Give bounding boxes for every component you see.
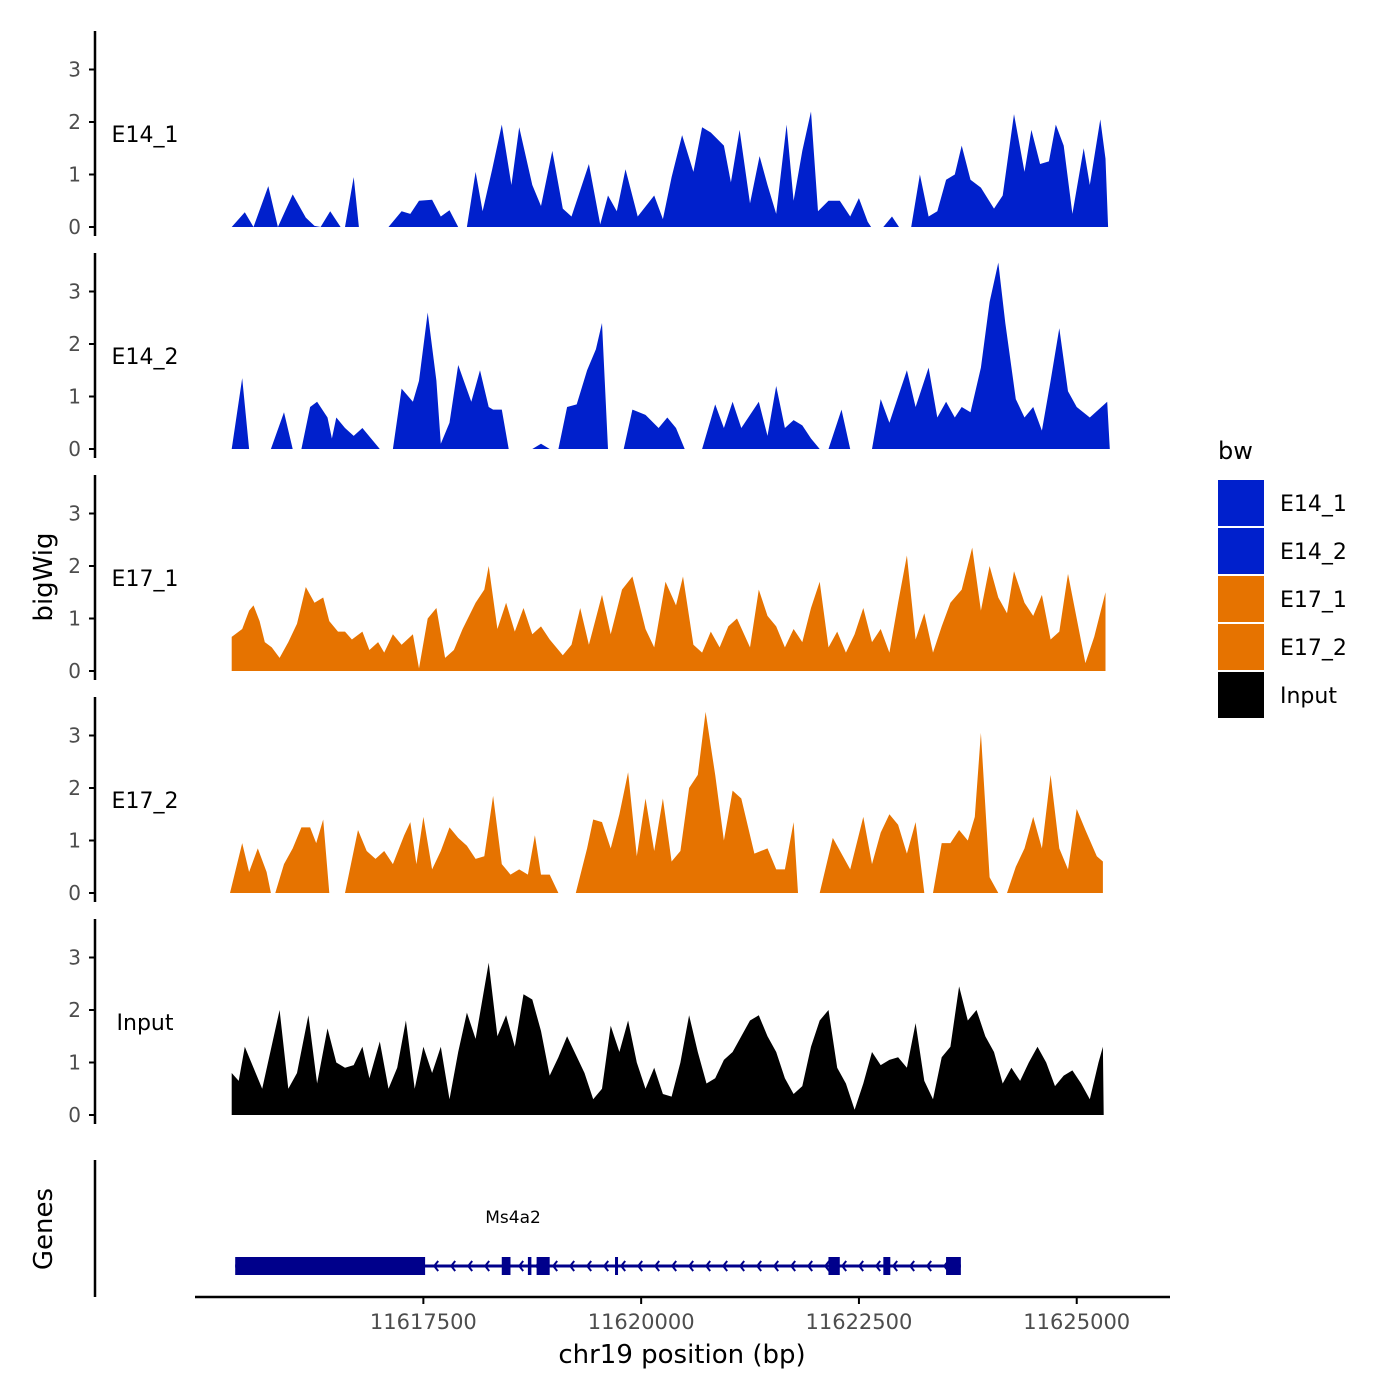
x-tick-label: 11617500 <box>370 1310 477 1334</box>
y-tick-label: 3 <box>68 946 81 970</box>
gene-exon <box>501 1257 511 1275</box>
strand-arrow <box>636 1260 643 1272</box>
strand-arrow <box>602 1260 609 1272</box>
signal-area-E17_2 <box>230 711 1103 893</box>
track-panel-E17_2: 0 1 2 3 E17_2 <box>68 697 1103 905</box>
strand-arrow <box>568 1260 575 1272</box>
y-tick-label: 0 <box>68 1103 81 1127</box>
y-tick-label: 2 <box>68 110 81 134</box>
strand-arrow <box>823 1260 830 1272</box>
legend-label: E17_2 <box>1280 636 1347 661</box>
y-tick-label: 3 <box>68 724 81 748</box>
strand-arrow <box>432 1260 439 1272</box>
track-label: E17_1 <box>112 567 179 592</box>
strand-arrow <box>670 1260 677 1272</box>
legend-label: Input <box>1280 684 1337 709</box>
strand-arrow <box>874 1260 881 1272</box>
x-tick-label: 11625000 <box>1023 1310 1130 1334</box>
strand-arrow <box>925 1260 932 1272</box>
y-tick-label: 0 <box>68 881 81 905</box>
y-axis-title: bigWig <box>29 532 59 621</box>
y-tick-label: 1 <box>68 1051 81 1075</box>
track-panel-E17_1: 0 1 2 3 E17_1 <box>68 475 1106 683</box>
track-label: Input <box>117 1011 174 1036</box>
track-panel-E14_2: 0 1 2 3 E14_2 <box>68 253 1110 461</box>
y-tick-label: 3 <box>68 502 81 526</box>
legend-swatch-E14_1 <box>1218 480 1264 526</box>
gene-exon <box>828 1257 840 1275</box>
legend-swatch-E17_1 <box>1218 576 1264 622</box>
legend-title: bw <box>1218 437 1253 465</box>
legend-label: E14_1 <box>1280 492 1347 517</box>
track-label: E14_2 <box>112 345 179 370</box>
gene-name-label: Ms4a2 <box>485 1208 541 1228</box>
track-panel-E14_1: 0 1 2 3 E14_1 <box>68 31 1109 239</box>
y-tick-label: 1 <box>68 163 81 187</box>
y-tick-label: 1 <box>68 385 81 409</box>
strand-arrow <box>466 1260 473 1272</box>
strand-arrow <box>857 1260 864 1272</box>
strand-arrow <box>551 1260 558 1272</box>
strand-arrow <box>687 1260 694 1272</box>
legend-swatch-E14_2 <box>1218 528 1264 574</box>
x-axis-title: chr19 position (bp) <box>558 1340 805 1370</box>
strand-arrow <box>789 1260 796 1272</box>
signal-area-E14_2 <box>231 262 1110 449</box>
legend-label: E14_2 <box>1280 540 1347 565</box>
genes-panel: Genes Ms4a2 <box>29 1160 961 1297</box>
y-tick-label: 0 <box>68 437 81 461</box>
strand-arrow <box>653 1260 660 1272</box>
gene-exon <box>615 1257 619 1275</box>
y-tick-label: 0 <box>68 215 81 239</box>
legend-label: E17_1 <box>1280 588 1347 613</box>
legend-swatch-Input <box>1218 672 1264 718</box>
gene-exon <box>883 1257 891 1275</box>
signal-area-E14_1 <box>231 111 1109 227</box>
gene-exon <box>235 1257 426 1275</box>
strand-arrow <box>517 1260 524 1272</box>
strand-arrow <box>738 1260 745 1272</box>
y-tick-label: 0 <box>68 659 81 683</box>
track-panel-Input: 0 1 2 3 Input <box>68 919 1104 1127</box>
x-tick-label: 11622500 <box>805 1310 912 1334</box>
x-axis: 11617500 11620000 11622500 11625000 <box>195 1295 1170 1334</box>
strand-arrow <box>755 1260 762 1272</box>
y-tick-label: 2 <box>68 332 81 356</box>
strand-arrow <box>840 1260 847 1272</box>
gene-Ms4a2: Ms4a2 <box>235 1208 961 1275</box>
gene-exon <box>527 1257 532 1275</box>
y-tick-label: 2 <box>68 554 81 578</box>
strand-arrow <box>908 1260 915 1272</box>
strand-arrow <box>449 1260 456 1272</box>
strand-arrow <box>483 1260 490 1272</box>
signal-area-E17_1 <box>231 547 1106 671</box>
strand-arrow <box>585 1260 592 1272</box>
signal-area-Input <box>231 962 1104 1115</box>
legend-swatch-E17_2 <box>1218 624 1264 670</box>
x-tick-label: 11620000 <box>588 1310 695 1334</box>
strand-arrow <box>619 1260 626 1272</box>
y-tick-label: 2 <box>68 998 81 1022</box>
y-tick-label: 2 <box>68 776 81 800</box>
genes-label: Genes <box>29 1188 59 1270</box>
track-panels: 0 1 2 3 E14_1 0 1 2 3 E14_2 0 1 2 3 E17_1 0 1 2 3 E17_2 0 1 2 3… <box>68 31 1110 1127</box>
y-tick-label: 3 <box>68 280 81 304</box>
y-tick-label: 1 <box>68 607 81 631</box>
y-tick-label: 1 <box>68 829 81 853</box>
gene-exon <box>536 1257 550 1275</box>
strand-arrow <box>891 1260 898 1272</box>
strand-arrow <box>806 1260 813 1272</box>
gene-exon <box>946 1257 961 1275</box>
strand-arrow <box>721 1260 728 1272</box>
track-label: E14_1 <box>112 123 179 148</box>
track-label: E17_2 <box>112 789 179 814</box>
legend: bw E14_1 E14_2 E17_1 E17_2 Input <box>1218 437 1347 718</box>
strand-arrow <box>704 1260 711 1272</box>
strand-arrow <box>772 1260 779 1272</box>
y-tick-label: 3 <box>68 58 81 82</box>
